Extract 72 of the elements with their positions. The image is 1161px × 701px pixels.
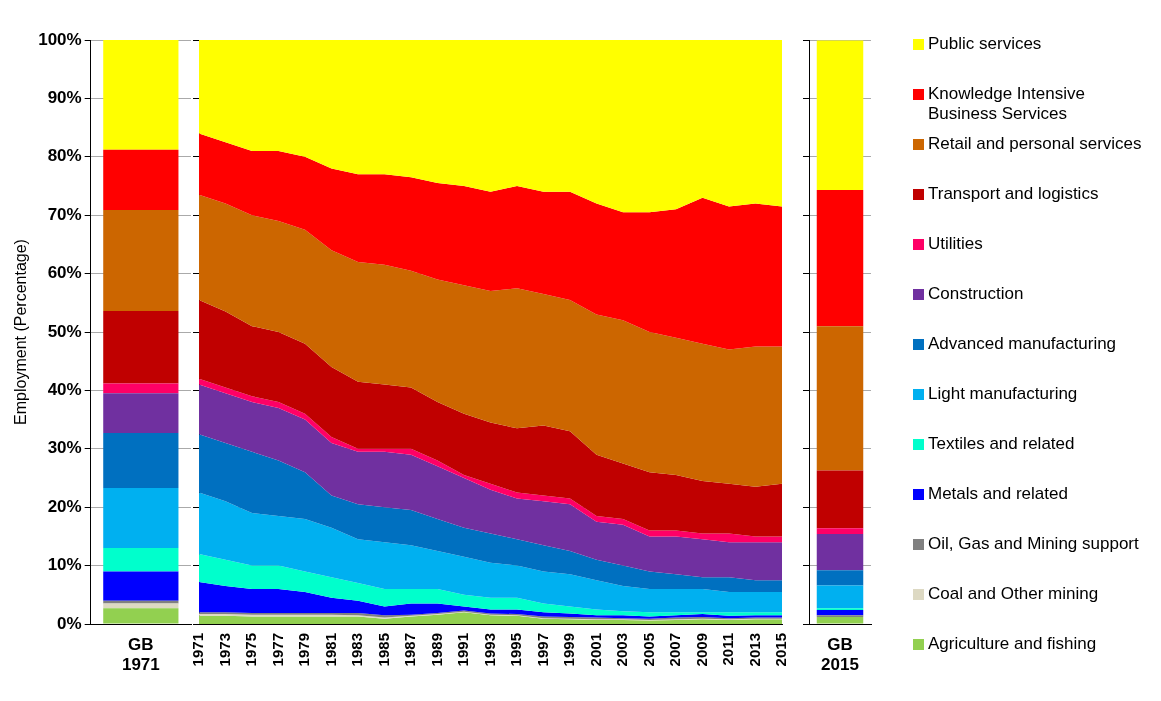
bar [816,609,864,616]
x-tick-label: 1977 [268,633,286,667]
bar [103,310,179,384]
legend-label: Public services [928,34,1042,54]
bar [816,534,864,571]
x-tick-label: 1985 [374,633,392,667]
x-tick-label: 1993 [480,633,498,667]
x-tick-label: 2001 [586,633,604,667]
x-tick-label: 1973 [215,633,233,667]
x-tick-label: 1997 [533,633,551,667]
bar [103,209,179,311]
legend-label: Coal and Other mining [928,584,1099,604]
bar [103,487,179,549]
x-tick-label: 1995 [507,633,525,667]
y-tick-label: 20% [47,496,82,516]
x-tick-label: 2013 [745,633,763,667]
y-axis-title: Employment (Percentage) [12,239,30,425]
y-tick-label: 50% [47,321,82,341]
x-tick-label: 1981 [321,633,339,667]
x-tick-label: 2011 [719,633,737,666]
bar [103,393,179,434]
x-tick-label: GB 2015 [821,634,859,675]
bar [816,528,864,535]
y-tick-label: 60% [47,263,82,283]
x-tick-label: 1979 [295,633,313,667]
y-tick-label: 10% [47,555,82,575]
bar [816,326,864,471]
x-tick-label: 2007 [666,633,684,667]
x-tick-label: 1983 [348,633,366,667]
y-tick-label: 70% [47,204,82,224]
legend-label: Transport and logistics [928,184,1099,204]
legend-label: Textiles and related [928,434,1075,454]
bar [816,40,864,191]
bar [103,548,179,572]
x-tick-label: 1987 [401,633,419,667]
bar [816,570,864,586]
legend-label: Knowledge Intensive Business Services [928,84,1086,124]
bar [816,616,864,624]
x-tick-label: 1975 [242,633,260,667]
y-tick-label: 0% [57,613,82,633]
legend-label: Utilities [928,234,983,254]
x-tick-label: 2003 [613,633,631,667]
x-tick-label: 1971 [189,633,207,667]
legend-label: Oil, Gas and Mining support [928,534,1139,554]
bar [103,433,179,488]
bar [103,608,179,624]
bar [103,40,179,150]
legend-label: Retail and personal services [928,134,1142,154]
x-tick-label: 1991 [454,633,472,667]
bar [103,571,179,601]
legend-label: Metals and related [928,484,1068,504]
x-tick-label: 2009 [692,633,710,667]
y-tick-label: 100% [38,29,82,49]
bar [816,470,864,529]
legend-label: Construction [928,284,1024,304]
x-tick-label: 2015 [772,633,790,667]
legend-label: Advanced manufacturing [928,334,1117,354]
bar [816,190,864,327]
y-tick-label: 40% [47,380,82,400]
legend-label: Agriculture and fishing [928,634,1097,654]
bar [103,600,179,604]
y-tick-label: 30% [47,438,82,458]
y-tick-label: 80% [47,146,82,166]
x-tick-label: 1989 [427,633,445,667]
legend-label: Light manufacturing [928,384,1078,404]
y-tick-label: 90% [47,88,82,108]
bar [103,383,179,394]
x-tick-label: 1999 [560,633,578,667]
bar [816,585,864,609]
bar [103,149,179,210]
x-tick-label: 2005 [639,633,657,667]
x-tick-label: GB 1971 [121,634,160,675]
